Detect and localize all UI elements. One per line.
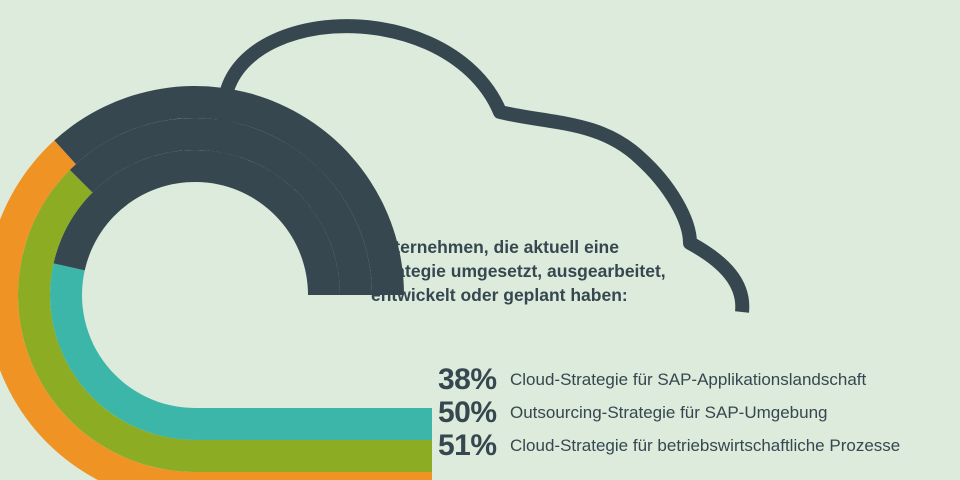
arc-value-1: [49, 263, 195, 440]
value-label: 51%: [438, 429, 497, 462]
arc-remainder-1: [53, 149, 341, 295]
bar-tail-2: [195, 440, 432, 472]
category-label: Outsourcing-Strategie für SAP-Umgebung: [510, 403, 828, 422]
arc-remainder-2: [69, 117, 372, 295]
bar-tail-1: [195, 408, 432, 440]
intro-line-3: entwickelt oder geplant haben:: [371, 285, 628, 305]
arc-value-2: [17, 169, 196, 472]
legend-row-sap-umgebung: 50% Outsourcing-Strategie für SAP-Umgebu…: [438, 396, 828, 429]
cloud-outline: [217, 19, 750, 313]
legend-row-betriebswirtschaftliche-prozesse: 51% Cloud-Strategie für betriebswirtscha…: [438, 429, 901, 462]
arc-remainder-3: [54, 86, 405, 296]
value-label: 38%: [438, 363, 497, 396]
value-label: 50%: [438, 396, 497, 429]
chart-arcs: [0, 86, 432, 480]
intro-text: Unternehmen, die aktuell eine Strategie …: [371, 235, 731, 307]
legend-row-sap-applikationslandschaft: 38% Cloud-Strategie für SAP-Applikations…: [438, 363, 867, 396]
arc-value-3: [0, 140, 195, 480]
category-label: Cloud-Strategie für SAP-Applikationsland…: [510, 370, 867, 389]
bar-tail-3: [195, 472, 432, 480]
intro-line-2: Strategie umgesetzt, ausgearbeitet,: [371, 261, 666, 281]
intro-line-1: Unternehmen, die aktuell eine: [371, 237, 619, 257]
category-label: Cloud-Strategie für betriebswirtschaftli…: [510, 436, 901, 455]
